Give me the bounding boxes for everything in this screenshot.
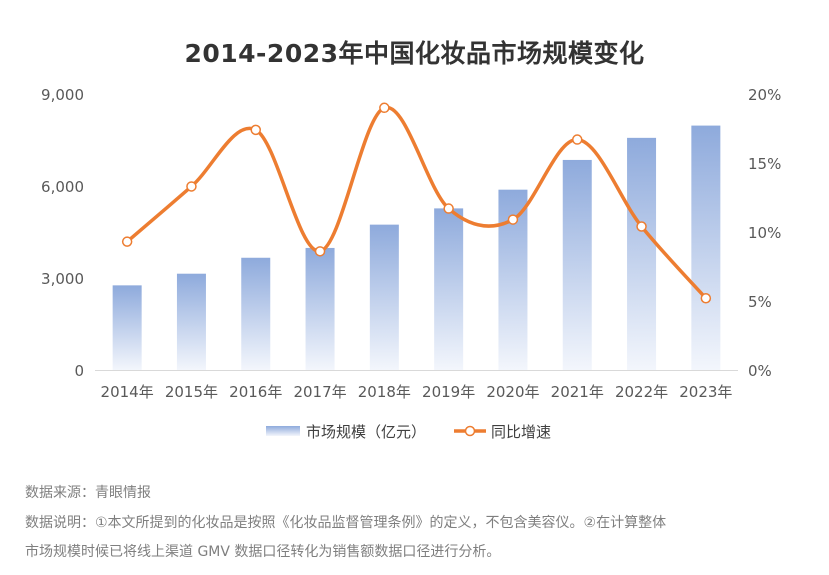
x-tick-label: 2019年 xyxy=(422,383,475,401)
bar xyxy=(241,257,271,370)
line-point xyxy=(700,292,712,304)
left-y-axis: 0 3,000 6,000 9,000 xyxy=(41,86,84,380)
bar xyxy=(691,125,721,370)
bar xyxy=(176,273,206,370)
bar xyxy=(562,159,592,370)
bar xyxy=(627,137,657,370)
legend-bar-swatch xyxy=(266,426,300,436)
x-tick-label: 2015年 xyxy=(165,383,218,401)
x-tick-label: 2014年 xyxy=(101,383,154,401)
x-tick-label: 2023年 xyxy=(679,383,732,401)
data-note-line-2: 市场规模时候已将线上渠道 GMV 数据口径转化为销售额数据口径进行分析。 xyxy=(25,544,501,560)
line-point xyxy=(379,102,390,114)
bar xyxy=(434,208,464,370)
bar xyxy=(112,285,142,370)
left-tick-label: 0 xyxy=(74,362,84,380)
line-point xyxy=(186,181,197,192)
legend: 市场规模（亿元） 同比增速 xyxy=(266,423,551,441)
right-tick-label: 5% xyxy=(748,293,772,311)
bar xyxy=(369,224,399,370)
left-tick-label: 6,000 xyxy=(41,178,84,196)
line-point xyxy=(507,214,519,225)
growth-line xyxy=(126,106,708,300)
line-point xyxy=(636,221,647,232)
line-series xyxy=(121,102,712,304)
left-tick-label: 9,000 xyxy=(41,86,84,104)
line-point xyxy=(121,236,133,247)
x-axis-labels: 2014年 2015年 2016年 2017年 2018年 2019年 2020年 2021年… xyxy=(101,383,733,401)
bar-series xyxy=(112,125,721,370)
x-tick-label: 2018年 xyxy=(358,383,411,401)
bar xyxy=(305,247,335,370)
right-tick-label: 0% xyxy=(748,362,772,380)
legend-line-label: 同比增速 xyxy=(491,423,551,441)
left-tick-label: 3,000 xyxy=(41,270,84,288)
chart-title: 2014-2023年中国化妆品市场规模变化 xyxy=(184,39,645,68)
source-note: 数据来源：青眼情报 xyxy=(25,485,151,501)
x-tick-label: 2020年 xyxy=(486,383,539,401)
right-tick-label: 15% xyxy=(748,155,781,173)
x-tick-label: 2021年 xyxy=(551,383,604,401)
line-point xyxy=(314,246,326,257)
line-point xyxy=(572,134,583,145)
data-note-line-1: 数据说明：①本文所提到的化妆品是按照《化妆品监督管理条例》的定义，不包含美容仪。… xyxy=(25,515,667,531)
right-y-axis: 0% 5% 10% 15% 20% xyxy=(748,86,781,380)
legend-line-marker xyxy=(464,425,476,437)
line-point xyxy=(250,124,261,136)
legend-bar-label: 市场规模（亿元） xyxy=(306,423,426,441)
x-tick-label: 2017年 xyxy=(293,383,346,401)
x-tick-label: 2016年 xyxy=(229,383,282,401)
right-tick-label: 10% xyxy=(748,224,781,242)
x-tick-label: 2022年 xyxy=(615,383,668,401)
line-point xyxy=(443,203,454,214)
right-tick-label: 20% xyxy=(748,86,781,104)
